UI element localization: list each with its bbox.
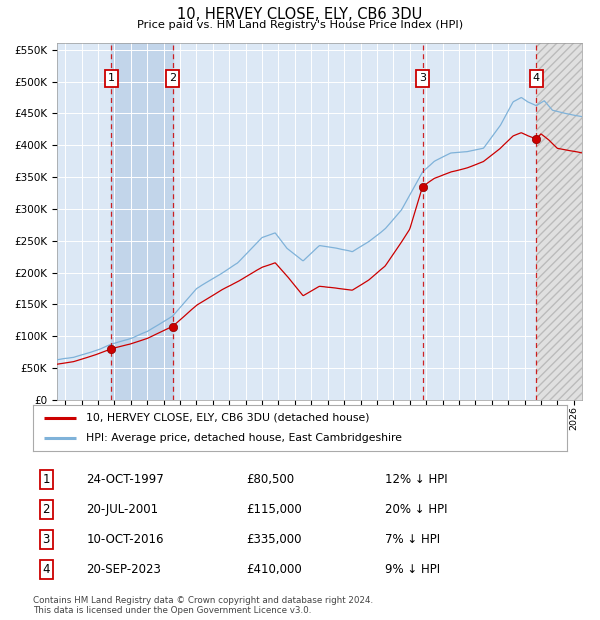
Text: Contains HM Land Registry data © Crown copyright and database right 2024.
This d: Contains HM Land Registry data © Crown c… [33,596,373,615]
Text: 24-OCT-1997: 24-OCT-1997 [86,474,164,487]
Text: £335,000: £335,000 [247,533,302,546]
Text: 9% ↓ HPI: 9% ↓ HPI [385,562,440,575]
Text: 10-OCT-2016: 10-OCT-2016 [86,533,164,546]
Text: 12% ↓ HPI: 12% ↓ HPI [385,474,448,487]
Text: 10, HERVEY CLOSE, ELY, CB6 3DU: 10, HERVEY CLOSE, ELY, CB6 3DU [178,7,422,22]
Text: 2: 2 [43,503,50,516]
Text: 1: 1 [108,73,115,84]
Text: 4: 4 [43,562,50,575]
Text: 10, HERVEY CLOSE, ELY, CB6 3DU (detached house): 10, HERVEY CLOSE, ELY, CB6 3DU (detached… [86,413,370,423]
Text: £80,500: £80,500 [247,474,295,487]
Text: 3: 3 [419,73,426,84]
Text: £410,000: £410,000 [247,562,302,575]
Text: 1: 1 [43,474,50,487]
Text: HPI: Average price, detached house, East Cambridgeshire: HPI: Average price, detached house, East… [86,433,403,443]
Text: 20-JUL-2001: 20-JUL-2001 [86,503,158,516]
Text: 7% ↓ HPI: 7% ↓ HPI [385,533,440,546]
Text: £115,000: £115,000 [247,503,302,516]
Bar [536,43,582,400]
Bar [112,43,173,400]
Text: 20% ↓ HPI: 20% ↓ HPI [385,503,448,516]
Text: 20-SEP-2023: 20-SEP-2023 [86,562,161,575]
Text: 2: 2 [169,73,176,84]
Text: 4: 4 [533,73,540,84]
Text: 3: 3 [43,533,50,546]
Text: Price paid vs. HM Land Registry's House Price Index (HPI): Price paid vs. HM Land Registry's House … [137,20,463,30]
